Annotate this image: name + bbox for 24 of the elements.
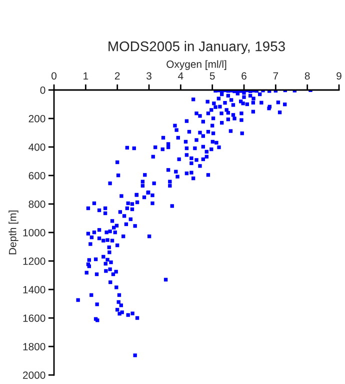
y-axis-title: Depth [m] (8, 210, 18, 254)
chart-title: MODS2005 in January, 1953 (108, 41, 285, 54)
y-tick-label: 400 (28, 144, 46, 151)
x-axis-title: Oxygen [ml/l] (166, 60, 226, 70)
y-tick-label: 1800 (23, 343, 46, 350)
y-tick-label: 800 (28, 200, 46, 208)
x-tick-label: 2 (114, 72, 120, 80)
y-tick-label: 1600 (23, 314, 46, 322)
x-tick-label: 9 (336, 72, 342, 80)
y-tick-label: 600 (28, 172, 46, 180)
x-tick-label: 7 (273, 72, 278, 80)
y-tick-label: 1200 (23, 258, 46, 265)
y-tick-label: 1000 (23, 229, 46, 236)
x-tick-label: 4 (178, 72, 184, 80)
x-tick-label: 3 (146, 72, 152, 80)
x-tick-label: 0 (52, 72, 56, 80)
x-tick-label: 8 (304, 72, 310, 80)
y-tick-label: 2000 (23, 372, 46, 379)
y-tick-label: 0 (40, 86, 46, 94)
y-tick-label: 1400 (23, 286, 46, 294)
y-tick-label: 200 (28, 115, 46, 122)
x-tick-label: 5 (210, 72, 215, 80)
x-tick-label: 6 (242, 72, 246, 80)
x-tick-label: 1 (84, 72, 88, 80)
